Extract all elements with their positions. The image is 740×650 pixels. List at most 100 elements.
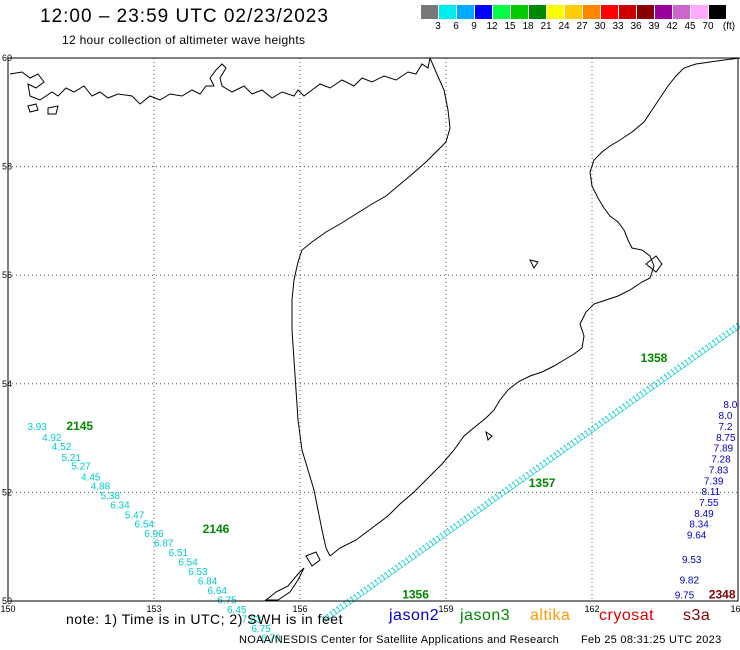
swath-glyph: 1	[523, 469, 533, 480]
generation-timestamp: Feb 25 08:31:25 UTC 2023	[581, 634, 722, 646]
colorbar-swatch	[529, 5, 546, 19]
swath-glyph: 1	[472, 506, 482, 517]
swh-value: 8.34	[689, 520, 709, 531]
colorbar-swatch	[709, 5, 726, 19]
swath-glyph: 1	[699, 344, 709, 355]
swath-glyph: 1	[427, 538, 437, 549]
swath-glyph: 1	[651, 379, 661, 390]
swh-value: 9.64	[687, 531, 707, 542]
swath-glyph: 1	[706, 340, 716, 351]
swath-glyph: 1	[685, 354, 695, 365]
colorbar-label: 21	[540, 21, 552, 32]
swh-value: 6.84	[198, 577, 218, 588]
swh-value: 4.45	[81, 472, 101, 483]
swath-glyph: 1	[578, 430, 588, 441]
lon-tick-label: 162	[584, 604, 599, 614]
swh-value: 4.88	[91, 482, 111, 493]
swath-glyph: 1	[489, 494, 499, 505]
swath-glyph: 1	[678, 359, 688, 370]
satellite-jason2: jason2	[389, 607, 440, 624]
swath-glyph: 1	[465, 511, 475, 522]
swath-glyph: 1	[540, 457, 550, 468]
swh-value: 7.55	[699, 498, 719, 509]
page-title: 12:00 – 23:59 UTC 02/23/2023	[40, 6, 329, 27]
coastline-islet-1	[27, 103, 39, 113]
swath-glyph: 1	[327, 608, 337, 619]
swath-glyph: 1	[627, 396, 637, 407]
swath-glyph: 1	[396, 560, 406, 571]
swath-glyph: 1	[451, 520, 461, 531]
swath-glyph: 1	[509, 479, 519, 490]
swath-glyph: 1	[723, 327, 733, 338]
swh-value: 7.28	[711, 455, 731, 466]
swh-value: 5.27	[71, 462, 91, 473]
swath-glyph: 1	[637, 388, 647, 399]
satellite-jason3: jason3	[460, 607, 511, 624]
coastline-kuril-1	[264, 567, 305, 601]
swath-glyph: 1	[582, 428, 592, 439]
swath-glyph: 1	[378, 572, 388, 583]
pass-time-label: 2348	[709, 587, 736, 601]
swath-glyph: 1	[640, 386, 650, 397]
swath-glyph: 1	[720, 330, 730, 341]
pass-time-label: 1356	[402, 587, 429, 601]
swath-glyph: 1	[658, 374, 668, 385]
swath-glyph: 1	[409, 550, 419, 561]
pass-time-label: 1357	[529, 476, 556, 490]
swath-glyph: 1	[520, 472, 530, 483]
colorbar-label: 6	[453, 21, 459, 32]
swath-glyph: 1	[375, 574, 385, 585]
coastline-islet-4	[485, 430, 493, 441]
swath-glyph: 1	[568, 437, 578, 448]
colorbar-label: 24	[558, 21, 570, 32]
colorbar-label: 3	[435, 21, 441, 32]
swath-glyph: 1	[668, 366, 678, 377]
swh-value: 8.11	[702, 487, 721, 498]
swath-glyph: 1	[596, 418, 606, 429]
swath-glyph: 1	[692, 349, 702, 360]
coastline-karaginsky-island	[645, 255, 663, 273]
colorbar-label: 70	[702, 21, 714, 32]
altimeter-tracks: 3.934.924.525.215.274.454.885.386.345.47…	[27, 320, 740, 645]
page-subtitle: 12 hour collection of altimeter wave hei…	[62, 33, 306, 47]
coastline	[9, 57, 740, 601]
swath-glyph: 1	[734, 320, 740, 331]
swath-glyph: 1	[323, 611, 333, 622]
swath-glyph: 1	[468, 508, 478, 519]
swath-glyph: 1	[444, 525, 454, 536]
swath-glyph: 1	[475, 503, 485, 514]
swath-glyph: 1	[551, 450, 561, 461]
colorbar-label: 12	[486, 21, 498, 32]
swath-glyph: 1	[503, 484, 513, 495]
swath-glyph: 1	[561, 442, 571, 453]
pass-time-label: 1358	[641, 351, 668, 365]
swath-glyph: 1	[330, 606, 340, 617]
colorbar-swatch	[457, 5, 474, 19]
swh-value: 4.52	[52, 442, 72, 453]
swath-glyph: 1	[599, 415, 609, 426]
swh-value: 6.75	[251, 624, 271, 635]
swh-value: 9.53	[682, 555, 702, 566]
swath-glyph: 1	[530, 464, 540, 475]
lon-tick-label: 156	[292, 604, 307, 614]
swh-value: 8.75	[716, 433, 736, 444]
swh-value: 5.38	[100, 491, 120, 502]
colorbar-swatch	[673, 5, 690, 19]
swath-glyph: 1	[492, 491, 502, 502]
lat-tick-label: 58	[2, 162, 12, 172]
swh-value: 4.92	[42, 433, 62, 444]
footer-note: note: 1) Time is in UTC; 2) SWH is in fe…	[66, 611, 343, 627]
satellite-cryosat: cryosat	[599, 607, 655, 624]
colorbar-swatch	[691, 5, 708, 19]
lat-tick-label: 52	[2, 487, 12, 497]
swath-glyph: 1	[606, 410, 616, 421]
swath-glyph: 1	[516, 474, 526, 485]
swath-glyph: 1	[454, 518, 464, 529]
lon-tick-label: 150	[0, 604, 15, 614]
coastline-islet-2	[47, 105, 59, 115]
swh-value: 9.75	[675, 590, 695, 601]
swh-value: 6.87	[154, 539, 174, 550]
swath-glyph: 1	[372, 577, 382, 588]
lon-tick-label: 159	[438, 604, 453, 614]
